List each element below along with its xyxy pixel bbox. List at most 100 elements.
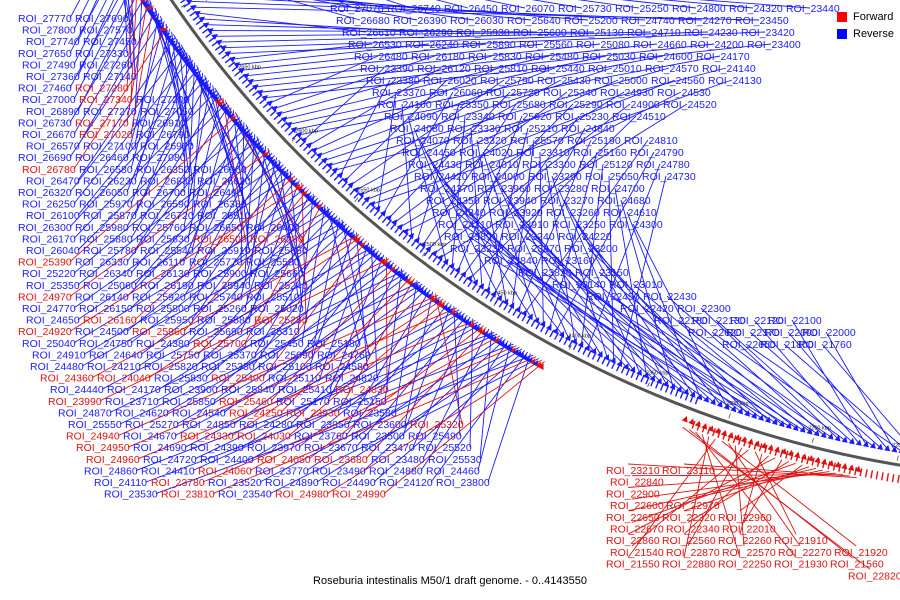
roi-connector-line <box>620 199 674 388</box>
roi-connector-line <box>193 6 760 21</box>
roi-connector-line <box>73 161 282 309</box>
strand-feature <box>394 226 401 234</box>
feature-arrow <box>869 442 876 449</box>
roi-connector-line <box>383 91 454 214</box>
roi-connector-line <box>316 348 523 483</box>
roi-label: ROI_25720 <box>486 87 540 99</box>
roi-label: ROI_21800 <box>760 339 814 351</box>
roi-label: ROI_27270 <box>83 106 137 118</box>
roi-connector-line <box>254 215 338 355</box>
roi-connector-line <box>512 211 687 393</box>
strand-feature <box>295 136 303 144</box>
roi-connector-line <box>319 242 370 378</box>
strand-feature <box>635 372 640 381</box>
roi-connector-line <box>240 157 278 297</box>
roi-connector-line <box>73 26 169 170</box>
roi-connector-line <box>443 187 628 368</box>
roi-label: ROI_24670 <box>123 431 177 443</box>
roi-connector-line <box>241 311 463 448</box>
roi-label: ROI_21550 <box>606 559 660 571</box>
roi-connector-line <box>434 103 631 254</box>
roi-label: ROI_22130 <box>692 315 746 327</box>
roi-connector-line <box>202 345 517 483</box>
roi-label: ROI_27650 <box>18 48 72 60</box>
scale-tick-label: 2300 kbp <box>726 401 749 407</box>
roi-connector-line <box>187 166 287 309</box>
roi-connector-line <box>327 266 400 402</box>
roi-label: ROI_22840 <box>610 477 664 489</box>
scale-tick <box>421 252 426 257</box>
strand-feature <box>544 327 550 335</box>
strand-feature <box>774 447 779 456</box>
feature-arrow <box>167 38 174 45</box>
roi-connector-line <box>287 0 361 21</box>
strand-feature <box>369 205 376 213</box>
strand-feature <box>248 85 256 93</box>
strand-feature <box>727 433 732 442</box>
roi-connector-line <box>223 274 410 413</box>
scale-tick-label: 2450 kbp <box>494 290 517 296</box>
strand-feature <box>337 177 345 185</box>
feature-arrow <box>200 81 208 88</box>
strand-feature <box>273 113 281 121</box>
roi-connector-line <box>683 455 769 535</box>
roi-label: ROI_24440 <box>50 384 104 396</box>
feature-arrow <box>425 245 432 253</box>
roi-connector-line <box>77 10 158 146</box>
roi-connector-line <box>77 0 135 112</box>
strand-feature <box>549 329 555 338</box>
roi-label: ROI_23990 <box>48 396 102 408</box>
strand-feature <box>659 382 665 391</box>
roi-label: ROI_24900 <box>606 99 660 111</box>
roi-label: ROI_27280 <box>75 83 129 95</box>
roi-connector-line <box>126 186 307 332</box>
strand-feature <box>288 129 295 136</box>
roi-label: ROI_26920 <box>140 141 194 153</box>
feature-arrow <box>233 62 241 69</box>
feature-arrow <box>220 106 228 113</box>
roi-label: ROI_26390 <box>393 15 447 27</box>
roi-connector-line <box>627 438 716 558</box>
feature-arrow <box>703 396 709 403</box>
roi-label: ROI_25740 <box>189 291 243 303</box>
roi-label: ROI_24250 <box>229 407 283 419</box>
feature-arrow <box>247 78 254 85</box>
strand-feature <box>214 44 223 51</box>
roi-connector-line <box>457 115 523 271</box>
roi-label: ROI_23470 <box>361 442 415 454</box>
feature-arrow <box>820 431 827 439</box>
strand-feature <box>361 198 368 206</box>
roi-connector-line <box>506 199 661 382</box>
legend-label-forward: Forward <box>853 10 894 23</box>
roi-label: ROI_23340 <box>441 111 495 123</box>
feature-arrow <box>259 149 267 157</box>
feature-arrow <box>682 388 689 396</box>
feature-arrow <box>159 27 167 34</box>
feature-arrow <box>806 428 813 435</box>
roi-label: ROI_23440 <box>786 3 840 15</box>
strand-feature <box>180 0 186 4</box>
strand-feature <box>880 472 884 481</box>
feature-arrow <box>827 433 834 440</box>
feature-arrow <box>688 418 695 426</box>
strand-feature <box>241 77 249 85</box>
roi-label: ROI_24520 <box>663 99 717 111</box>
roi-label: ROI_24990 <box>332 489 386 501</box>
roi-label: ROI_22560 <box>662 535 716 547</box>
strand-feature <box>864 469 868 478</box>
roi-connector-line <box>575 283 804 431</box>
strand-feature <box>280 121 288 129</box>
strand-feature <box>732 435 737 444</box>
strand-feature <box>640 374 645 383</box>
roi-connector-line <box>284 55 550 120</box>
feature-arrow <box>255 144 262 152</box>
strand-feature <box>333 174 341 181</box>
roi-connector-line <box>314 67 499 151</box>
roi-connector-line <box>643 307 832 438</box>
feature-arrow <box>623 363 629 370</box>
feature-arrow <box>163 32 170 39</box>
roi-label: ROI_25290 <box>549 99 603 111</box>
roi-connector-line <box>541 271 790 427</box>
roi-connector-line <box>632 283 811 433</box>
strand-feature <box>743 438 747 447</box>
